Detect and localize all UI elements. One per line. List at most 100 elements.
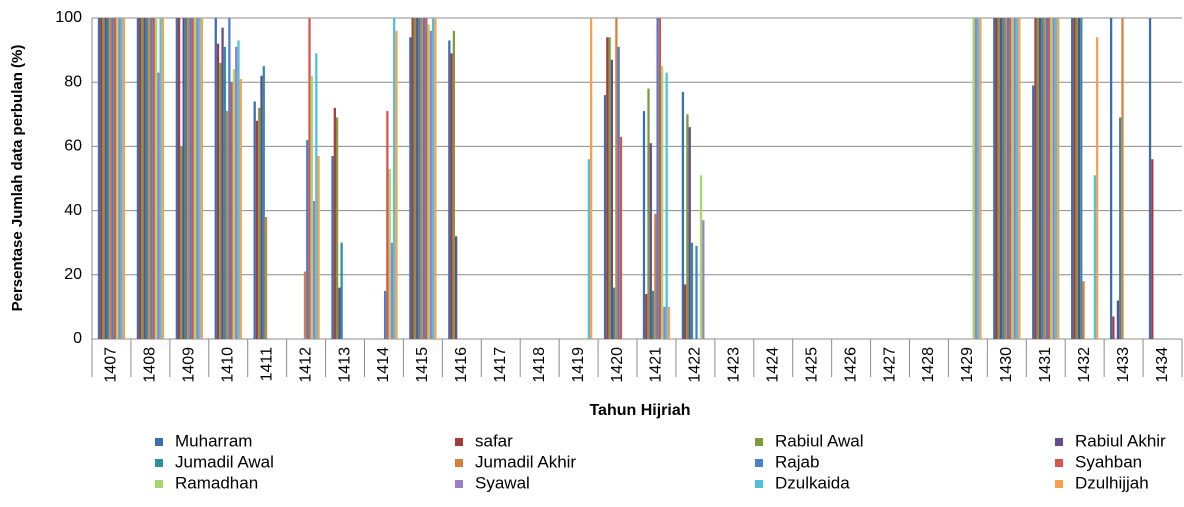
- bar: [180, 146, 183, 339]
- legend-swatch: [455, 480, 463, 488]
- bar: [1119, 117, 1122, 339]
- bar: [1112, 316, 1115, 339]
- x-axis-title: Tahun Hijriah: [589, 402, 690, 419]
- bar: [603, 95, 607, 339]
- bar: [684, 284, 687, 339]
- bar: [383, 290, 387, 339]
- bar: [152, 18, 155, 339]
- bar: [665, 72, 668, 339]
- bar: [450, 53, 453, 340]
- bar: [308, 18, 311, 339]
- legend-label: Jumadil Akhir: [475, 452, 576, 471]
- bar: [1080, 18, 1083, 339]
- x-tick-label: 1430: [998, 347, 1015, 383]
- bar: [1057, 18, 1060, 339]
- bar: [335, 117, 339, 339]
- legend-label: Rabiul Awal: [775, 431, 864, 450]
- bar: [699, 175, 703, 339]
- bar: [1148, 18, 1152, 339]
- bar: [187, 18, 190, 339]
- bar: [154, 18, 158, 339]
- bar: [200, 18, 203, 339]
- legend-label: Muharram: [175, 431, 252, 450]
- legend-swatch: [755, 480, 763, 488]
- bar: [139, 18, 142, 339]
- bar: [974, 18, 977, 339]
- legend-swatch: [155, 480, 163, 488]
- bar: [1121, 18, 1124, 339]
- bar: [118, 18, 121, 339]
- bar: [420, 18, 423, 339]
- bar: [390, 242, 394, 339]
- bar: [109, 18, 112, 339]
- bar: [143, 18, 146, 339]
- x-tick-label: 1417: [492, 347, 509, 383]
- bar: [1052, 18, 1055, 339]
- bar: [1073, 18, 1076, 339]
- bar: [104, 18, 107, 339]
- bar: [656, 18, 659, 339]
- bar: [1071, 18, 1074, 339]
- bar: [1000, 18, 1003, 339]
- bar: [642, 111, 646, 339]
- y-axis-title: Persentase Jumlah data perbulan (%): [9, 45, 26, 312]
- x-tick-label: 1415: [414, 347, 431, 383]
- bar: [386, 111, 389, 339]
- bar: [997, 18, 1001, 339]
- x-tick-label: 1420: [609, 347, 626, 383]
- bar: [161, 18, 165, 339]
- bar: [255, 120, 259, 339]
- x-tick-label: 1412: [297, 347, 314, 383]
- bar: [1004, 18, 1007, 339]
- legend-label: Ramadhan: [175, 473, 258, 492]
- x-tick-label: 1425: [803, 347, 820, 383]
- y-tick-label: 0: [73, 330, 82, 347]
- bar: [393, 18, 396, 339]
- bar: [219, 62, 222, 339]
- legend-label: Rabiul Akhir: [1075, 431, 1166, 450]
- bar: [388, 168, 391, 339]
- bar: [148, 18, 151, 339]
- bar: [1116, 300, 1120, 339]
- bar: [681, 91, 685, 339]
- bar: [427, 24, 430, 339]
- bar: [102, 18, 105, 339]
- bar: [608, 37, 611, 339]
- bar: [663, 306, 666, 339]
- legend-label: Syahban: [1075, 452, 1142, 471]
- bar: [649, 143, 652, 339]
- x-tick-label: 1422: [687, 347, 704, 383]
- bar: [189, 18, 192, 339]
- bar: [1018, 18, 1021, 339]
- bar: [1045, 18, 1049, 339]
- bar: [317, 156, 320, 339]
- bar: [1002, 18, 1005, 339]
- x-tick-label: 1419: [570, 347, 587, 383]
- legend-label: Syawal: [475, 473, 530, 492]
- bar: [122, 18, 126, 339]
- bar: [429, 30, 432, 340]
- bar: [395, 30, 398, 340]
- x-tick-label: 1408: [142, 347, 159, 383]
- x-tick-label: 1421: [648, 347, 665, 383]
- bar: [647, 88, 650, 340]
- x-tick-label: 1411: [258, 347, 275, 382]
- bar: [303, 271, 307, 339]
- bar: [106, 18, 110, 339]
- bar: [1013, 18, 1016, 339]
- bar: [452, 30, 456, 340]
- bar: [262, 66, 265, 340]
- legend-swatch: [455, 459, 463, 467]
- bar: [1034, 18, 1037, 339]
- bar: [198, 18, 201, 339]
- bar: [239, 78, 242, 340]
- bar: [191, 18, 194, 339]
- bar: [455, 236, 458, 339]
- legend-label: Jumadil Awal: [175, 452, 274, 471]
- bar: [1036, 18, 1039, 339]
- bar: [312, 200, 316, 339]
- bar: [615, 18, 618, 339]
- bar: [1151, 159, 1154, 339]
- bar: [1109, 18, 1113, 339]
